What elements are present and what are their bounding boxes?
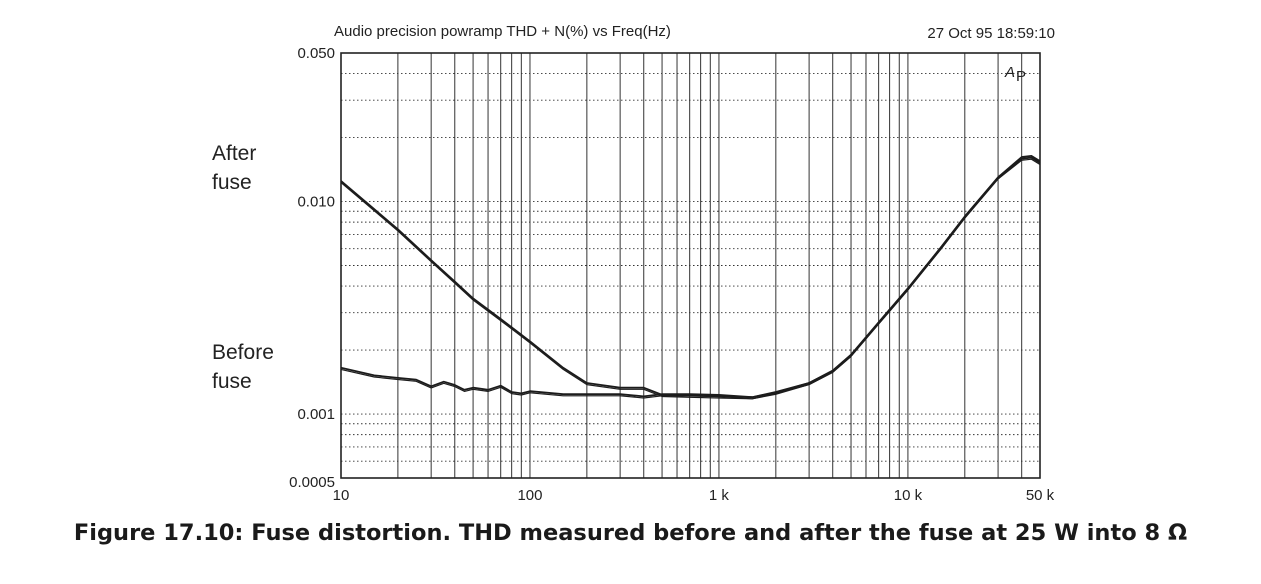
after-fuse-label: After fuse (212, 142, 256, 194)
plot-frame (340, 52, 1041, 479)
chart-title: Audio precision powramp THD + N(%) vs Fr… (334, 23, 671, 40)
before-fuse-series-line (340, 154, 1041, 399)
y-tick-label: 0.001 (297, 406, 335, 423)
y-tick-label: 0.0005 (289, 474, 335, 491)
x-tick-label: 50 k (1026, 487, 1055, 504)
x-tick-label: 10 (333, 487, 350, 504)
series-group (340, 154, 1041, 400)
y-tick-label: 0.010 (297, 194, 335, 211)
ap-marker-subscript: P (1016, 68, 1026, 85)
before-fuse-label: Before fuse (212, 341, 274, 393)
after-fuse-label-line2: fuse (212, 171, 252, 194)
before-fuse-label-line2: fuse (212, 370, 252, 393)
ap-marker-letter: A (1004, 64, 1015, 81)
chart-timestamp: 27 Oct 95 18:59:10 (927, 25, 1055, 42)
grid (341, 53, 1040, 478)
ap-marker: A P (1004, 64, 1026, 85)
figure-caption: Figure 17.10: Fuse distortion. THD measu… (73, 520, 1188, 546)
y-tick-label: 0.050 (297, 45, 335, 62)
after-fuse-series-line (340, 156, 1041, 399)
x-tick-label: 1 k (709, 487, 730, 504)
x-tick-label: 100 (517, 487, 542, 504)
before-fuse-label-line1: Before (212, 341, 274, 364)
x-tick-label: 10 k (894, 487, 923, 504)
before-fuse-series-line (340, 156, 1041, 400)
after-fuse-series-line (340, 158, 1041, 400)
thd-chart: Audio precision powramp THD + N(%) vs Fr… (212, 23, 1055, 504)
after-fuse-label-line1: After (212, 142, 256, 165)
